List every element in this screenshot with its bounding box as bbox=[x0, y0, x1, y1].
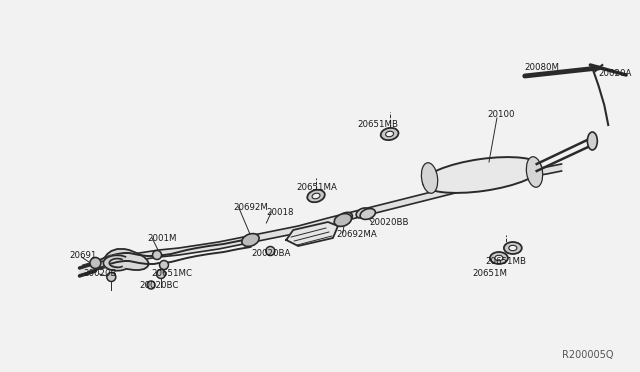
Circle shape bbox=[107, 273, 116, 282]
Text: 20692MA: 20692MA bbox=[336, 230, 377, 238]
Text: 20100: 20100 bbox=[487, 109, 515, 119]
Text: 20020BA: 20020BA bbox=[252, 250, 291, 259]
Circle shape bbox=[159, 260, 168, 269]
Ellipse shape bbox=[381, 128, 399, 140]
Circle shape bbox=[266, 247, 275, 256]
Ellipse shape bbox=[423, 157, 541, 193]
Circle shape bbox=[90, 257, 101, 269]
Circle shape bbox=[147, 281, 155, 289]
Ellipse shape bbox=[360, 209, 376, 219]
Ellipse shape bbox=[495, 255, 503, 261]
Text: 20692M: 20692M bbox=[234, 202, 268, 212]
Text: 20651MA: 20651MA bbox=[296, 183, 337, 192]
Ellipse shape bbox=[490, 252, 508, 264]
Text: 20651MB: 20651MB bbox=[485, 257, 526, 266]
Ellipse shape bbox=[526, 157, 543, 187]
Ellipse shape bbox=[337, 212, 353, 224]
Text: 20651M: 20651M bbox=[472, 269, 507, 278]
Polygon shape bbox=[286, 222, 338, 246]
Ellipse shape bbox=[312, 193, 320, 199]
Circle shape bbox=[157, 269, 166, 279]
Ellipse shape bbox=[509, 245, 517, 251]
Ellipse shape bbox=[588, 132, 597, 150]
Text: 20651MC: 20651MC bbox=[151, 269, 192, 278]
Circle shape bbox=[152, 250, 161, 260]
Text: 20691: 20691 bbox=[70, 251, 97, 260]
Text: 20020A: 20020A bbox=[598, 68, 632, 77]
Text: 20018: 20018 bbox=[266, 208, 294, 217]
Polygon shape bbox=[79, 164, 561, 275]
Text: 20080M: 20080M bbox=[525, 62, 560, 71]
Polygon shape bbox=[104, 249, 149, 270]
Text: 20020BC: 20020BC bbox=[139, 280, 179, 289]
Text: 20020BB: 20020BB bbox=[370, 218, 409, 227]
Ellipse shape bbox=[242, 234, 259, 246]
Ellipse shape bbox=[421, 163, 438, 193]
Ellipse shape bbox=[307, 190, 325, 202]
Text: 2001M: 2001M bbox=[147, 234, 177, 243]
Text: 20651MB: 20651MB bbox=[358, 119, 399, 128]
Ellipse shape bbox=[334, 214, 351, 227]
Ellipse shape bbox=[356, 208, 369, 218]
Text: R200005Q: R200005Q bbox=[561, 350, 613, 360]
Polygon shape bbox=[104, 255, 125, 271]
Ellipse shape bbox=[504, 242, 522, 254]
Ellipse shape bbox=[386, 131, 394, 137]
Text: 20020B: 20020B bbox=[83, 269, 117, 278]
